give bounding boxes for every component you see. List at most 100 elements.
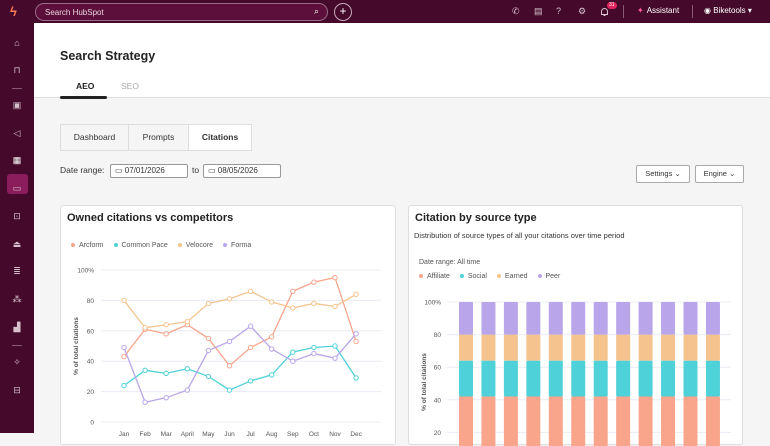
bar-segment: [616, 334, 631, 361]
data-point: [247, 288, 254, 294]
sidebar-item-search-strategy[interactable]: ▦: [12, 155, 22, 165]
data-point: [121, 297, 127, 304]
phone-icon[interactable]: ✆: [512, 6, 520, 16]
bar-segment: [548, 360, 563, 397]
bar-segment: [705, 396, 720, 446]
data-point: [269, 346, 275, 352]
legend-item[interactable]: Social: [459, 273, 487, 280]
data-point: [184, 318, 191, 325]
legend-item[interactable]: Affiliate: [419, 273, 450, 280]
sparkle-icon: ✦: [637, 6, 644, 15]
app-icon[interactable]: ⊟: [13, 385, 21, 395]
contacts-icon[interactable]: ▣: [12, 100, 22, 110]
search-input[interactable]: Search HubSpot ⌕: [35, 3, 328, 21]
legend-item[interactable]: Arcform: [71, 242, 104, 249]
subtab-citations[interactable]: Citations: [189, 125, 251, 150]
legend-label: Arcform: [79, 242, 104, 249]
workflow-icon[interactable]: ⁂: [12, 294, 22, 304]
bar-segment: [548, 334, 563, 361]
calendar-icon: ▭: [208, 166, 218, 175]
data-point: [163, 331, 169, 337]
bell-icon[interactable]: [600, 7, 609, 17]
legend-item[interactable]: Forma: [223, 242, 251, 249]
subtabs: Dashboard Prompts Citations: [60, 124, 252, 151]
account-menu[interactable]: ◉ Biketools ▾: [704, 6, 752, 15]
x-tick-label: Mar: [161, 431, 173, 438]
y-tick-label: 40: [434, 397, 442, 404]
bar-segment: [683, 360, 698, 397]
bar-segment: [661, 334, 676, 361]
data-point: [269, 334, 275, 340]
tab-seo[interactable]: SEO: [121, 81, 139, 91]
data-point: [311, 300, 317, 307]
subtab-prompts[interactable]: Prompts: [129, 125, 189, 150]
to-label: to: [192, 165, 200, 175]
bookmark-icon[interactable]: ⊓: [13, 65, 21, 75]
megaphone-icon[interactable]: ◁: [13, 128, 21, 138]
line-chart: 0 20 40 60 80 100% % of total citations Jan Feb M…: [73, 268, 381, 438]
legend-item[interactable]: Velocore: [177, 242, 213, 249]
data-point: [332, 355, 338, 361]
bar-segment: [526, 396, 541, 446]
bar-segment: [705, 360, 720, 397]
data-point: [290, 349, 296, 355]
y-tick-label: 80: [87, 298, 95, 305]
data-point: [226, 338, 233, 345]
x-tick-label: Sep: [287, 431, 299, 438]
database-icon[interactable]: ≣: [13, 266, 21, 276]
data-point: [269, 299, 275, 305]
data-point: [247, 378, 254, 384]
bar-segment: [616, 396, 631, 446]
y-axis-title: % of total citations: [73, 317, 80, 375]
legend-item[interactable]: Common Pace: [113, 242, 168, 249]
sidebar-active-highlight: [7, 174, 28, 194]
gear-icon[interactable]: ⚙: [578, 6, 587, 16]
engine-dropdown[interactable]: Engine ⌄: [695, 165, 744, 183]
search-icon[interactable]: ⌕: [313, 6, 319, 16]
hubspot-logo-icon[interactable]: ϟ: [10, 4, 17, 19]
data-point: [205, 347, 212, 354]
bar-segment: [571, 360, 586, 397]
x-tick-label: Nov: [329, 431, 341, 438]
marketplace-icon[interactable]: ▤: [534, 6, 543, 16]
bar-segment: [459, 334, 473, 361]
create-button[interactable]: +: [334, 3, 352, 21]
x-tick-label: Oct: [309, 431, 319, 438]
data-point: [269, 372, 275, 378]
bar-segment: [616, 360, 631, 397]
date-from-input[interactable]: ▭ 07/01/2026: [110, 164, 188, 178]
reports-icon[interactable]: ▟: [13, 322, 21, 332]
legend-item[interactable]: Peer: [537, 273, 560, 280]
data-point: [353, 338, 359, 345]
service-icon[interactable]: ⏏: [12, 239, 22, 249]
data-point: [184, 366, 191, 372]
ticket-icon[interactable]: ⊡: [13, 211, 21, 221]
chevron-down-icon: ⌄: [729, 169, 736, 178]
home-icon[interactable]: ⌂: [14, 38, 20, 48]
x-tick-label: Jan: [119, 431, 130, 438]
y-tick-label: 0: [90, 420, 94, 427]
search-placeholder: Search HubSpot: [45, 8, 104, 17]
settings-dropdown[interactable]: Settings ⌄: [636, 165, 690, 183]
date-to-input[interactable]: ▭ 08/05/2026: [203, 164, 281, 178]
bar-segment: [571, 396, 586, 446]
chevron-down-icon: ⌄: [674, 169, 681, 178]
active-tab-indicator: [60, 96, 107, 99]
data-point: [226, 296, 233, 302]
assistant-button[interactable]: ✦ Assistant: [637, 6, 679, 15]
ai-sparkle-icon[interactable]: ✧: [13, 357, 21, 367]
bar-segment: [503, 334, 518, 361]
bar-segment: [459, 360, 473, 397]
bar-segment: [683, 396, 698, 446]
tab-aeo[interactable]: AEO: [76, 81, 95, 91]
commerce-icon[interactable]: ▭: [12, 183, 22, 193]
bar-segment: [526, 334, 541, 361]
engine-label: Engine: [703, 169, 727, 178]
avatar: ◉: [704, 6, 714, 15]
legend-label: Social: [467, 273, 487, 280]
subtab-dashboard[interactable]: Dashboard: [61, 125, 129, 150]
y-axis-title: % of total citations: [421, 353, 428, 411]
help-icon[interactable]: ?: [556, 6, 562, 16]
legend-item[interactable]: Earned: [496, 273, 528, 280]
bar-segment: [638, 334, 653, 361]
